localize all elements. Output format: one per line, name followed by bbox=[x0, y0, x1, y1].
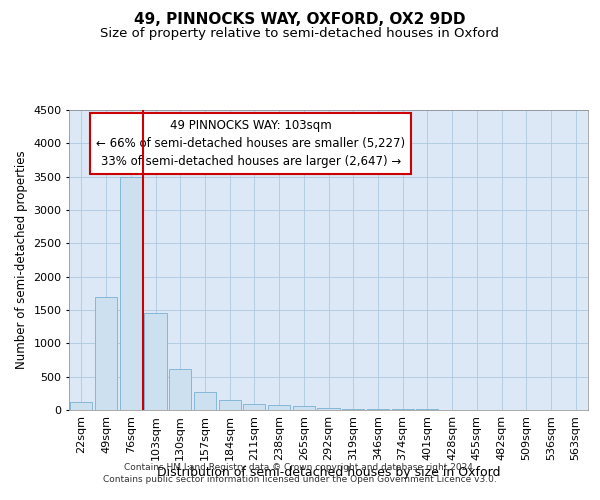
Bar bbox=[317, 408, 340, 410]
Y-axis label: Number of semi-detached properties: Number of semi-detached properties bbox=[14, 150, 28, 370]
Bar bbox=[70, 402, 92, 410]
Text: Contains HM Land Registry data © Crown copyright and database right 2024.: Contains HM Land Registry data © Crown c… bbox=[124, 464, 476, 472]
Bar bbox=[342, 408, 364, 410]
Text: Size of property relative to semi-detached houses in Oxford: Size of property relative to semi-detach… bbox=[101, 28, 499, 40]
Text: Contains public sector information licensed under the Open Government Licence v3: Contains public sector information licen… bbox=[103, 474, 497, 484]
Bar bbox=[194, 392, 216, 410]
Bar bbox=[243, 404, 265, 410]
Bar bbox=[119, 176, 142, 410]
Bar bbox=[367, 409, 389, 410]
Bar bbox=[293, 406, 315, 410]
Text: 49, PINNOCKS WAY, OXFORD, OX2 9DD: 49, PINNOCKS WAY, OXFORD, OX2 9DD bbox=[134, 12, 466, 28]
Text: 49 PINNOCKS WAY: 103sqm
← 66% of semi-detached houses are smaller (5,227)
33% of: 49 PINNOCKS WAY: 103sqm ← 66% of semi-de… bbox=[96, 119, 405, 168]
Bar bbox=[268, 406, 290, 410]
Bar bbox=[392, 409, 414, 410]
Bar bbox=[95, 296, 117, 410]
Bar bbox=[169, 368, 191, 410]
Bar bbox=[218, 400, 241, 410]
X-axis label: Distribution of semi-detached houses by size in Oxford: Distribution of semi-detached houses by … bbox=[157, 466, 500, 478]
Bar bbox=[145, 314, 167, 410]
